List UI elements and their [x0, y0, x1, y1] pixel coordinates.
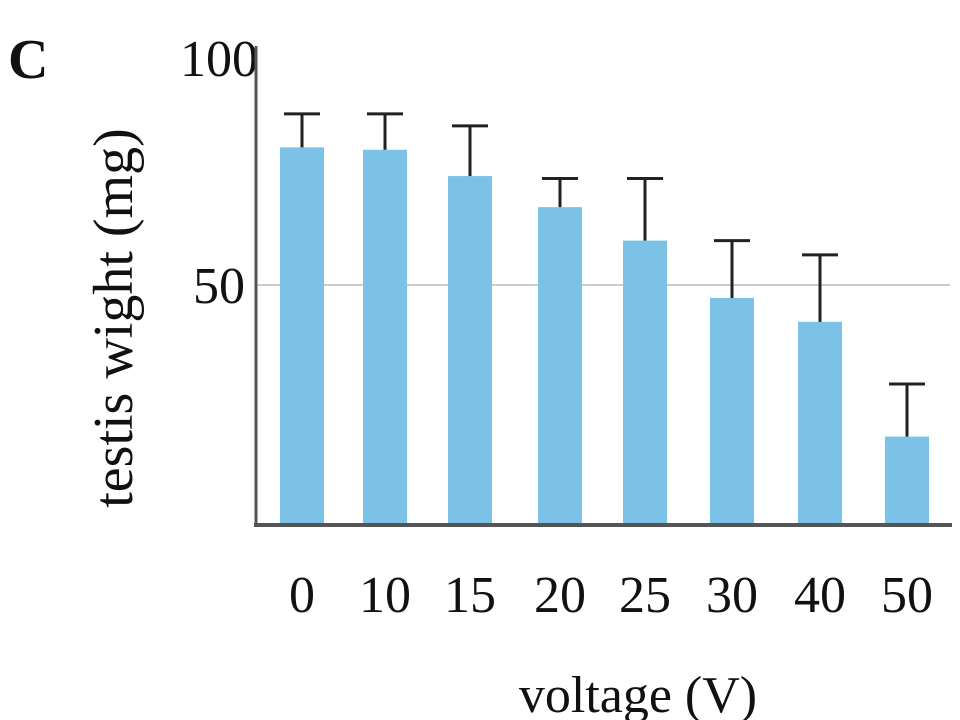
y-tick-label-100: 100 [180, 31, 258, 88]
x-tick-label-25: 25 [619, 567, 671, 624]
error-bars-group [284, 112, 925, 437]
bar-0 [280, 147, 324, 525]
y-tick-label-50: 50 [193, 258, 245, 315]
x-tick-label-40: 40 [794, 567, 846, 624]
bar-15 [448, 176, 492, 525]
bar-10 [363, 149, 407, 525]
x-tick-labels: 0 10 15 20 25 30 40 50 [289, 567, 933, 624]
panel-label: C [8, 29, 48, 91]
bar-40 [798, 321, 842, 525]
bar-50 [885, 436, 929, 525]
x-tick-label-0: 0 [289, 567, 315, 624]
y-axis-label: testis wight (mg) [83, 128, 145, 508]
bars-group [280, 147, 929, 525]
x-tick-label-15: 15 [444, 567, 496, 624]
x-axis-label: voltage (V) [519, 667, 757, 720]
bar-20 [538, 207, 582, 525]
bar-30 [710, 297, 754, 525]
x-tick-label-50: 50 [881, 567, 933, 624]
x-tick-label-20: 20 [534, 567, 586, 624]
x-tick-label-10: 10 [359, 567, 411, 624]
bar-25 [623, 240, 667, 525]
x-tick-label-30: 30 [706, 567, 758, 624]
